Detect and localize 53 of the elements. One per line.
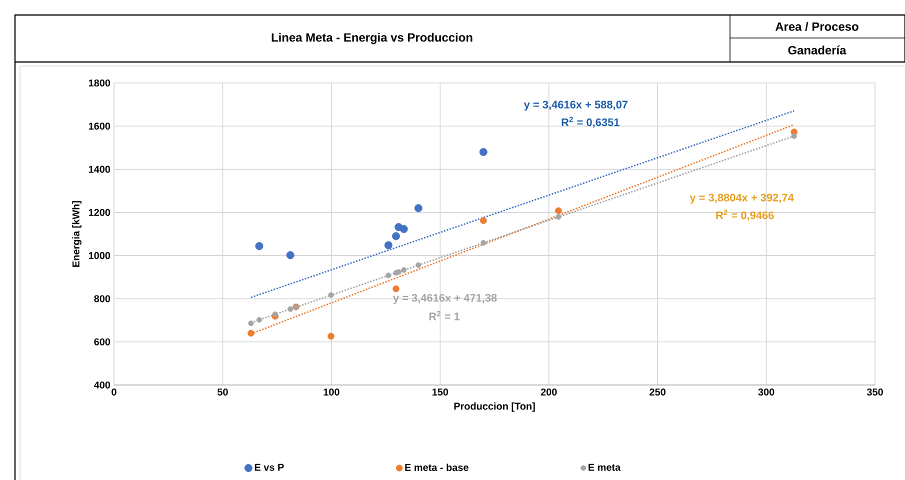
point [328, 292, 334, 298]
x-tick-label: 200 [540, 388, 557, 396]
chart-title: Linea Meta - Energia vs Produccion [272, 32, 472, 44]
annotation: y = 3,4616x + 471,38 [393, 294, 497, 304]
annotation: y = 3,4616x + 588,07 [524, 100, 628, 111]
x-axis-title: Produccion [Ton] [454, 402, 535, 412]
point [248, 330, 254, 337]
point [791, 133, 797, 139]
point [556, 214, 562, 220]
annotation: R$^{2}$ = 1 [429, 310, 460, 320]
y-tick-label: 1000 [88, 252, 110, 260]
point [480, 240, 486, 246]
legend-label: E meta - base [405, 464, 468, 472]
point [392, 232, 400, 240]
y-tick-label: 800 [94, 295, 110, 302]
point [248, 320, 254, 326]
point [392, 285, 400, 292]
point [401, 267, 407, 273]
point [479, 148, 488, 156]
y-tick-label: 1600 [88, 122, 110, 130]
point [272, 311, 278, 318]
point [416, 262, 422, 268]
y-tick-label: 1400 [88, 166, 110, 173]
y-tick-label: 1200 [88, 208, 110, 216]
point [328, 332, 334, 340]
x-tick-label: 350 [866, 388, 883, 396]
point [414, 204, 422, 212]
x-tick-label: 150 [432, 388, 448, 396]
point [480, 217, 487, 224]
x-tick-label: 50 [217, 388, 228, 396]
point [255, 242, 264, 250]
point [384, 241, 392, 250]
annotation: R$^{2}$ = 0,9466 [716, 210, 774, 221]
x-tick-label: 250 [650, 388, 666, 396]
point [555, 207, 562, 214]
point [400, 225, 408, 234]
chart-subtitle: Area / Proceso [775, 22, 858, 31]
y-tick-label: 600 [94, 338, 110, 346]
annotation: R$^{2}$ = 0,6351 [562, 116, 620, 128]
point [256, 317, 262, 323]
text: Ganadería [788, 46, 846, 54]
annotation: y = 3,8804x + 392,74 [690, 194, 794, 204]
legend-label: E vs P [254, 464, 284, 471]
point [386, 272, 392, 278]
x-tick-label: 300 [758, 388, 774, 396]
x-tick-label: 100 [324, 388, 340, 396]
point [286, 251, 294, 260]
x-tick-label: 0 [112, 388, 116, 396]
y-tick-label: 1800 [88, 79, 110, 87]
y-axis-title: Energia [kWh] [72, 201, 82, 267]
legend-label: E meta [588, 464, 621, 471]
y-tick-label: 400 [94, 381, 110, 389]
point [288, 306, 294, 312]
